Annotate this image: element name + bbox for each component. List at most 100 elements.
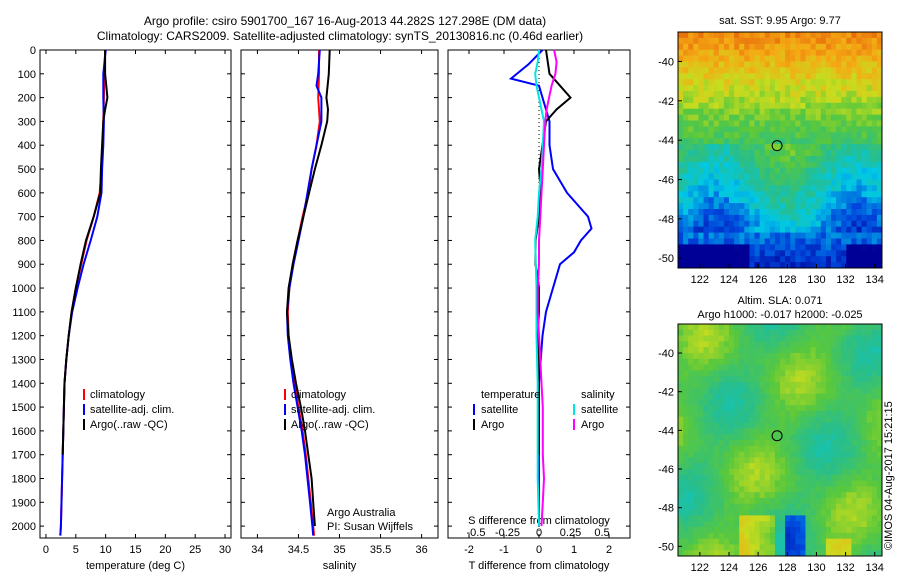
map-cell [780,457,786,464]
map-cell [749,179,755,186]
map-cell [861,43,868,51]
map-cell [851,515,857,522]
map-cell [871,341,878,348]
map-cell [876,544,883,551]
map-cell [780,428,786,435]
map-cell [713,85,720,92]
y-tick-label: -42 [658,96,674,108]
map-cell [825,463,832,470]
map-cell [851,335,857,342]
map-cell [790,138,796,145]
map-cell [820,73,827,80]
map-cell [785,43,791,51]
map-cell [876,527,883,534]
map-cell [754,256,760,263]
map-cell [815,341,822,348]
map-cell [810,405,817,412]
map-cell [790,521,796,528]
map-cell [754,521,760,528]
map-cell [703,521,709,528]
map-cell [713,226,720,233]
map-cell [713,161,720,169]
map-cell [688,214,694,222]
map-cell [754,244,760,251]
map-cell [841,434,847,441]
map-cell [688,43,694,51]
map-cell [805,114,811,121]
map-cell [688,220,694,228]
map-cell [683,138,689,145]
map-cell [785,498,791,505]
map-cell [785,376,791,383]
map-cell [851,376,857,383]
map-cell [759,492,766,499]
map-cell [790,173,796,180]
map-cell [785,37,791,45]
map-cell [729,126,735,133]
map-cell [683,191,689,198]
map-cell [805,544,811,551]
map-cell [805,324,811,331]
map-cell [734,126,740,133]
map-cell [708,358,715,365]
map-cell [723,126,730,133]
map-cell [703,150,709,157]
map-cell [734,85,740,92]
map-cell [688,144,694,151]
map-cell [795,132,801,139]
map-cell [846,324,852,331]
map-cell [749,73,755,80]
map-cell [836,150,842,157]
map-cell [698,244,704,251]
map-cell [774,91,781,98]
map-cell [774,399,781,406]
map-cell [780,324,786,331]
map-cell [683,55,689,62]
map-cell [785,102,791,110]
map-cell [698,238,704,245]
map-cell [769,85,776,92]
map-cell [795,179,801,186]
map-cell [734,220,740,228]
map-cell [678,341,684,348]
map-cell [815,256,822,263]
map-cell [734,155,740,163]
map-cell [861,480,868,487]
map-cell [769,102,776,110]
map-cell [739,527,745,534]
map-cell [790,324,796,331]
map-cell [805,209,811,216]
map-cell [708,550,715,557]
map-cell [678,387,684,394]
map-cell [683,503,689,510]
map-cell [749,138,755,145]
map-cell [769,73,776,80]
map-cell [769,197,776,204]
map-cell [688,256,694,263]
map-cell [688,150,694,157]
map-cell [723,238,730,245]
map-cell [800,532,806,539]
map-cell [846,120,852,127]
map-cell [703,55,709,62]
map-cell [861,32,868,39]
map-cell [718,399,725,406]
map-cell [678,173,684,180]
map-cell [703,364,709,371]
map-cell [744,179,750,186]
map-cell [678,393,684,400]
map-cell [815,73,822,80]
map-cell [846,509,852,516]
map-cell [805,411,811,418]
map-cell [749,399,755,406]
map-cell [749,161,755,169]
map-cell [790,55,796,62]
map-cell [841,220,847,228]
map-cell [734,61,740,68]
map-cell [800,226,806,233]
map-cell [856,150,862,157]
map-cell [815,108,822,115]
map-cell [729,521,735,528]
map-cell [734,55,740,62]
map-cell [774,161,781,169]
